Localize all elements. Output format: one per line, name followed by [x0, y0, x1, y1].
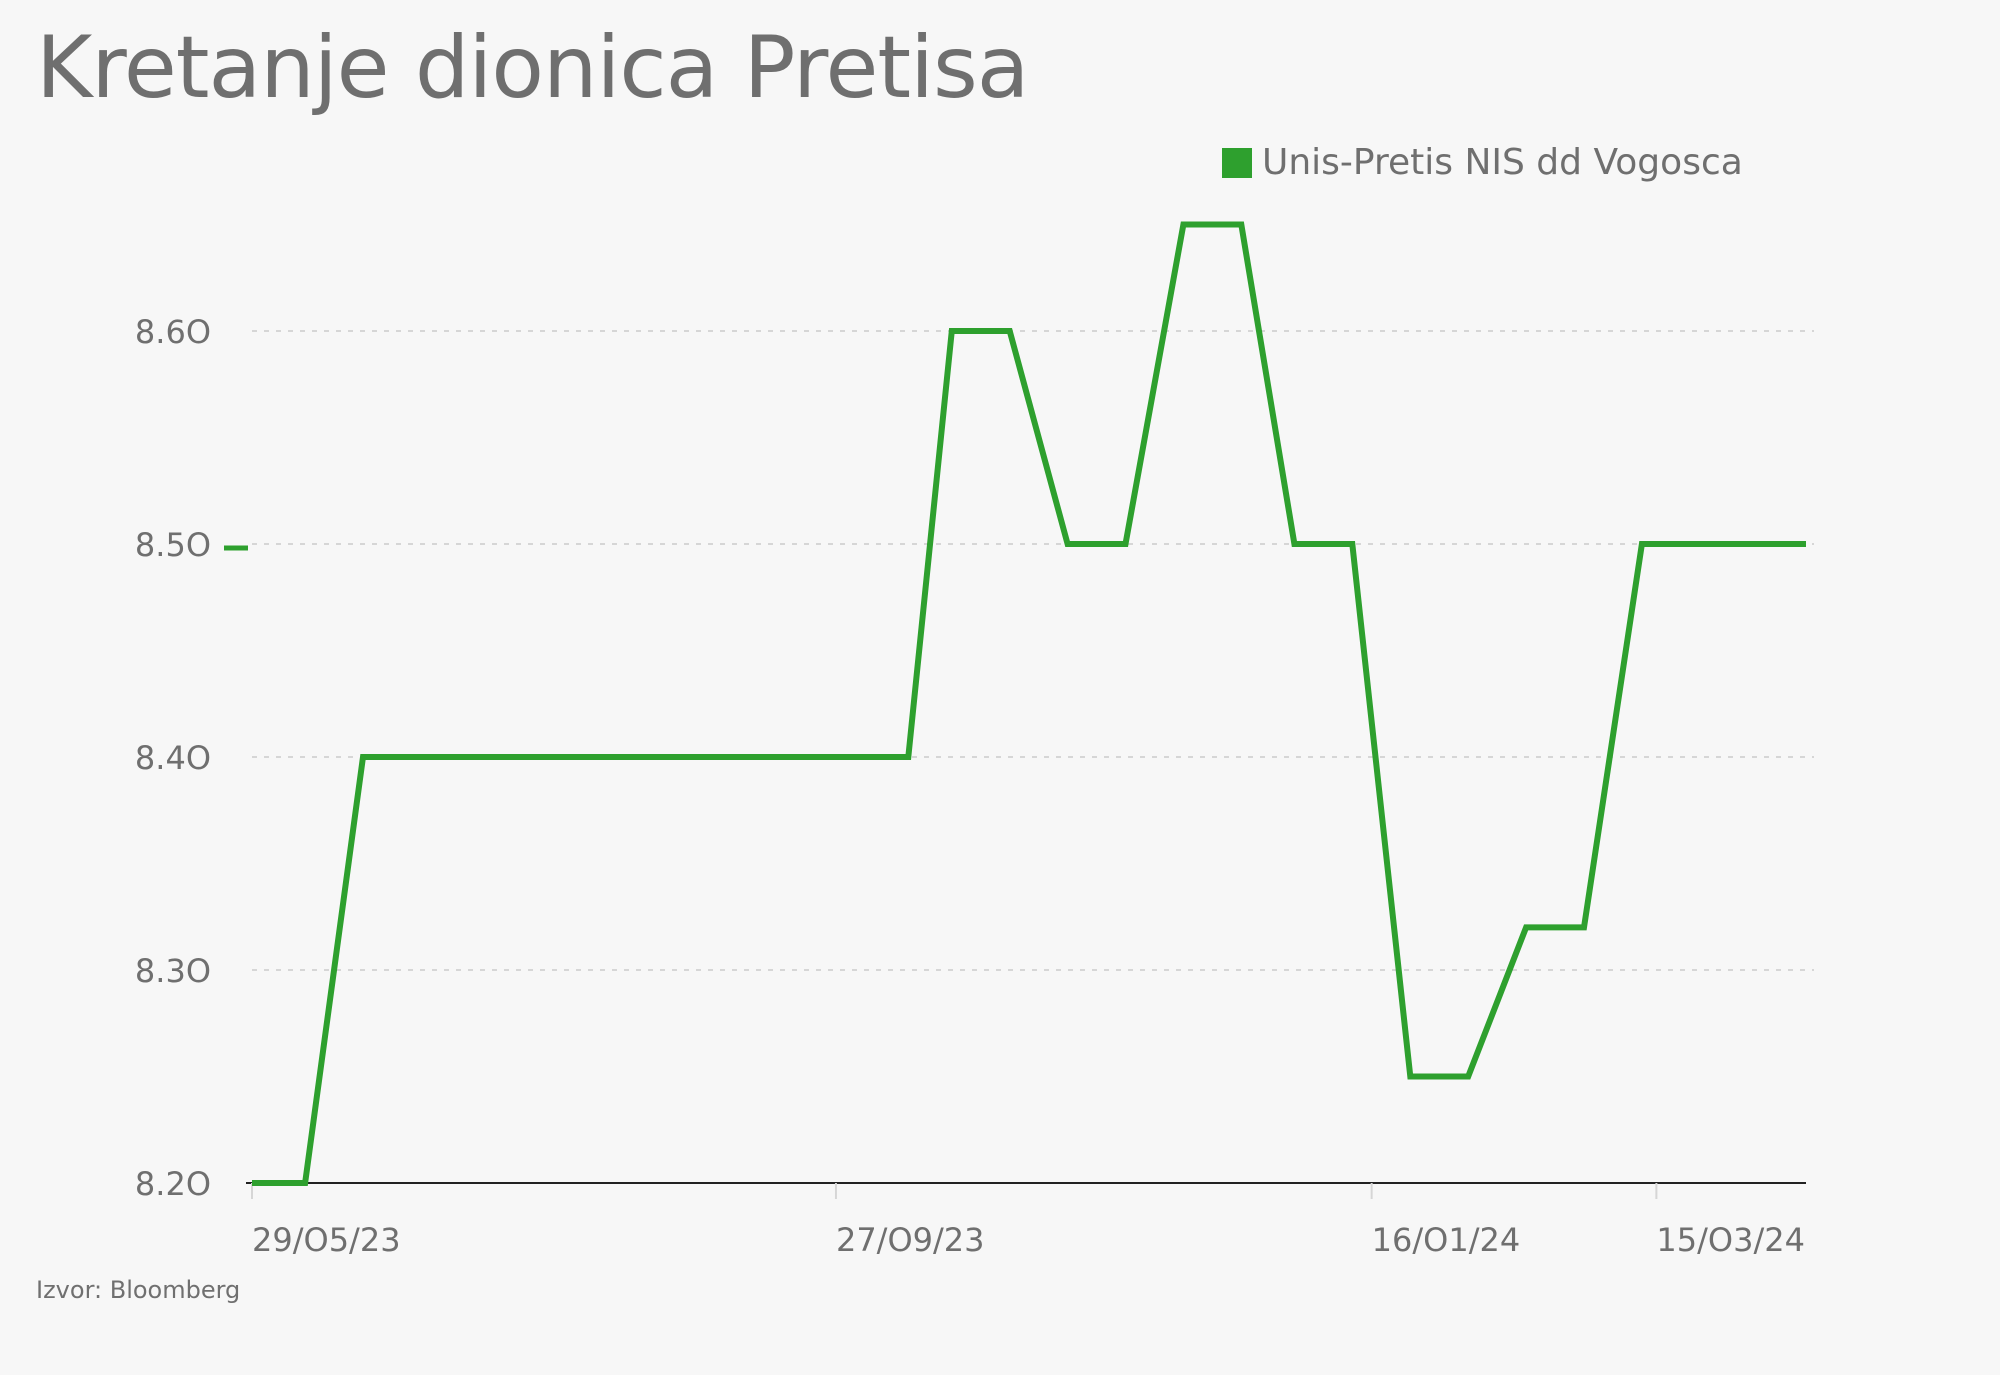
xtick-label: 27/O9/23	[836, 1221, 985, 1259]
ytick-label: 8.6O	[135, 313, 211, 351]
chart-title: Kretanje dionica Pretisa	[36, 18, 1030, 118]
y-axis: 8.2O 8.3O 8.4O 8.5O 8.6O	[135, 313, 248, 1203]
legend-swatch	[1222, 147, 1252, 178]
source-note: Izvor: Bloomberg	[36, 1276, 241, 1304]
legend: Unis-Pretis NIS dd Vogosca	[1222, 142, 1743, 183]
ytick-label: 8.5O	[135, 526, 211, 564]
series-line	[252, 221, 1806, 1186]
series-layer	[252, 221, 1806, 1186]
ytick-label: 8.3O	[135, 952, 211, 990]
ytick-label: 8.4O	[135, 739, 211, 777]
x-axis: 29/O5/23 27/O9/23 16/O1/24 15/O3/24	[246, 1182, 1806, 1259]
xtick-label: 16/O1/24	[1372, 1221, 1521, 1259]
grid-layer	[252, 330, 1814, 971]
xtick-label: 29/O5/23	[252, 1221, 401, 1259]
xtick-label: 15/O3/24	[1656, 1221, 1805, 1259]
ytick-label: 8.2O	[135, 1165, 211, 1203]
legend-label: Unis-Pretis NIS dd Vogosca	[1262, 142, 1743, 183]
